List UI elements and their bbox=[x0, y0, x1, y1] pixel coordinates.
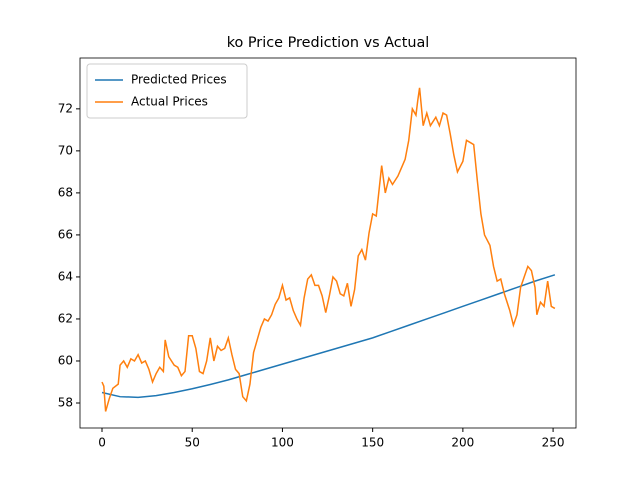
legend-label: Predicted Prices bbox=[131, 73, 227, 87]
y-tick-label: 58 bbox=[58, 395, 73, 409]
y-tick-label: 72 bbox=[58, 101, 73, 115]
y-tick-label: 62 bbox=[58, 311, 73, 325]
x-tick-label: 100 bbox=[271, 436, 294, 450]
legend-box bbox=[86, 63, 248, 119]
chart-title: ko Price Prediction vs Actual bbox=[227, 35, 430, 51]
x-tick-label: 50 bbox=[185, 436, 200, 450]
legend-label: Actual Prices bbox=[131, 95, 208, 109]
x-tick-label: 250 bbox=[542, 436, 565, 450]
plot-frame bbox=[79, 57, 577, 429]
x-tick-label: 150 bbox=[361, 436, 384, 450]
y-tick-label: 60 bbox=[58, 353, 73, 367]
y-tick-label: 64 bbox=[58, 269, 73, 283]
x-tick-label: 0 bbox=[98, 436, 106, 450]
y-tick-label: 68 bbox=[58, 185, 73, 199]
y-tick-label: 66 bbox=[58, 227, 73, 241]
x-tick-label: 200 bbox=[451, 436, 474, 450]
y-tick-label: 70 bbox=[58, 143, 73, 157]
data-line bbox=[101, 87, 556, 412]
data-line bbox=[101, 274, 556, 399]
